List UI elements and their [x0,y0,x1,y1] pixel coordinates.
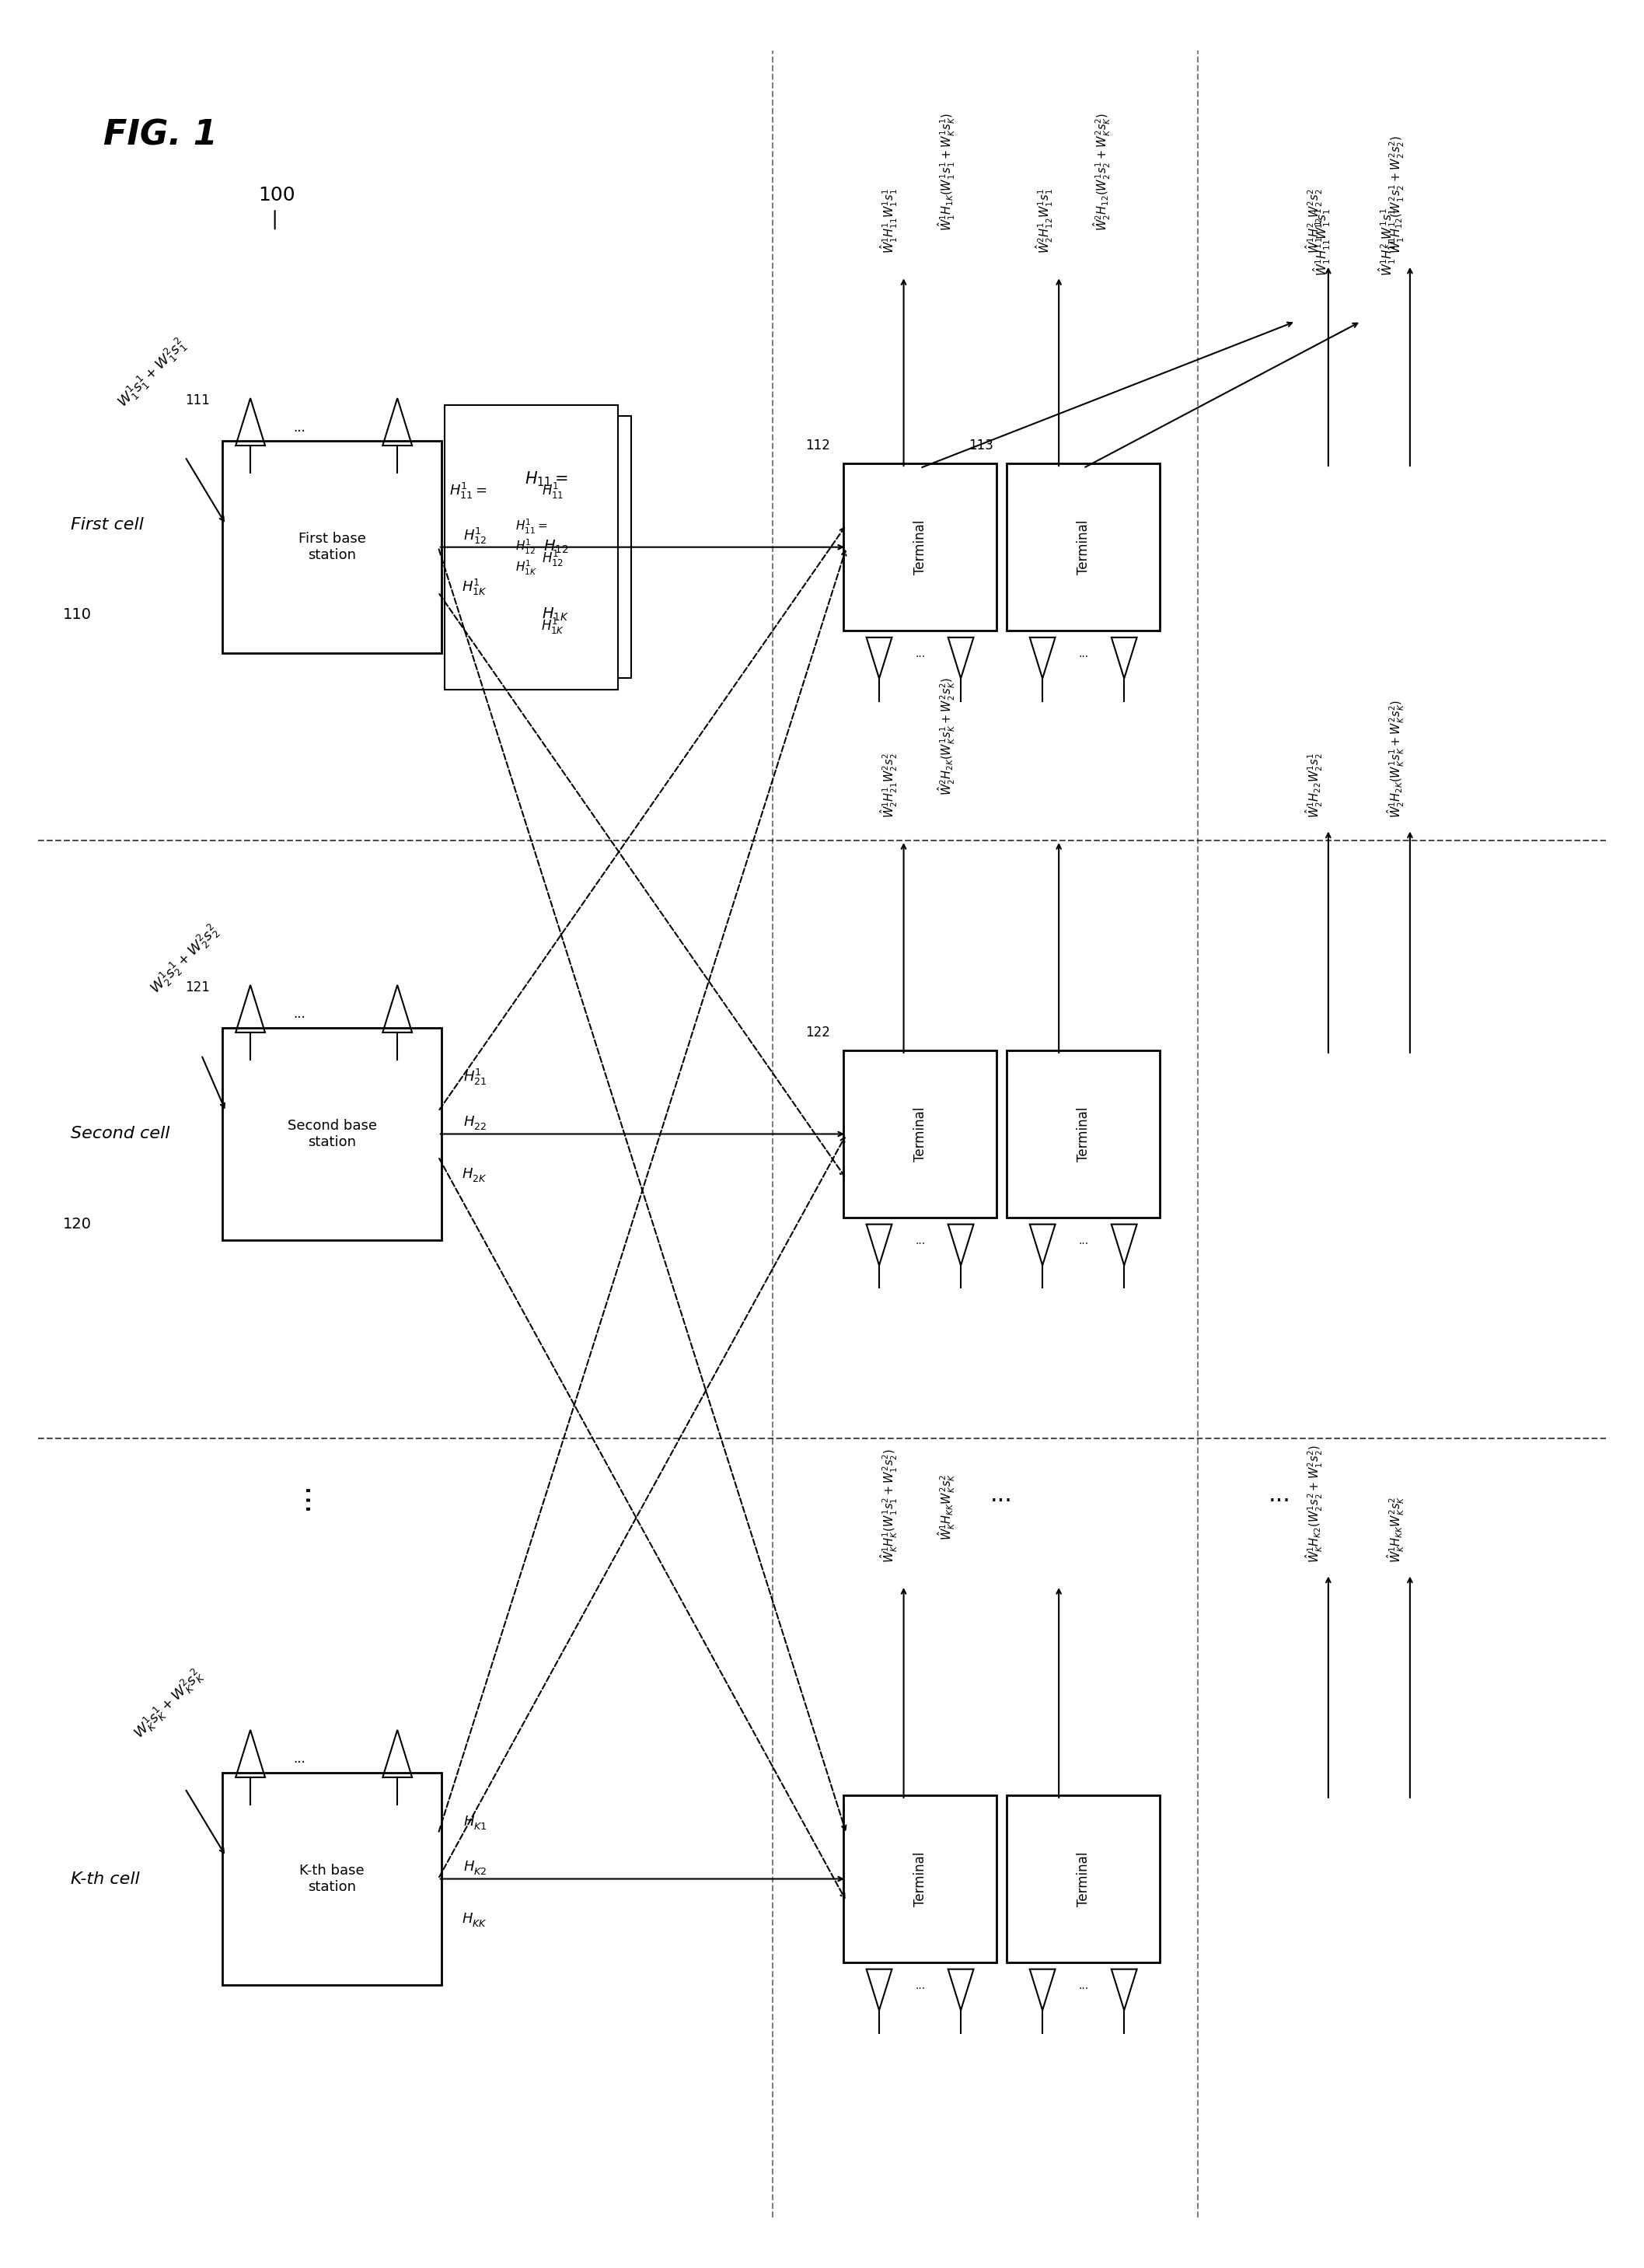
Text: Terminal: Terminal [1077,1107,1090,1161]
Text: ...: ... [916,1236,926,1247]
Text: Second base
station: Second base station [288,1118,376,1150]
FancyBboxPatch shape [1006,1050,1161,1218]
Text: $H_{22}^{}$: $H_{22}^{}$ [464,1114,487,1132]
Text: ...: ... [1078,649,1088,660]
Text: FIG. 1: FIG. 1 [104,118,217,152]
Text: ...: ... [293,1751,306,1767]
Text: $\hat{W}_K^1H_{KK}W_K^2s_K^2$: $\hat{W}_K^1H_{KK}W_K^2s_K^2$ [937,1474,957,1540]
Text: $H_{K2}^{}$: $H_{K2}^{}$ [464,1860,487,1876]
Text: 100: 100 [258,186,296,204]
Text: $\hat{W}_2^2H_{12}(W_2^1s_2^1+W_K^2s_K^2)$: $\hat{W}_2^2H_{12}(W_2^1s_2^1+W_K^2s_K^2… [1092,113,1111,231]
Text: 122: 122 [806,1025,830,1039]
FancyBboxPatch shape [1006,463,1161,631]
Text: 110: 110 [62,608,92,621]
FancyBboxPatch shape [843,463,996,631]
Text: 111: 111 [184,392,209,408]
Text: $H_{12}$: $H_{12}$ [544,540,569,556]
FancyBboxPatch shape [843,1796,996,1962]
Text: $H_{KK}^{}$: $H_{KK}^{}$ [462,1912,487,1928]
Text: $\hat{W}_K^1H_{KK}W_K^2s_K^2$: $\hat{W}_K^1H_{KK}W_K^2s_K^2$ [1386,1497,1406,1563]
Text: $\hat{W}_2^2H_{12}^1W_1^1s_1^1$: $\hat{W}_2^2H_{12}^1W_1^1s_1^1$ [1034,188,1055,254]
Text: $\hat{W}_1^1H_{11}^1W_1^1s_1^1$: $\hat{W}_1^1H_{11}^1W_1^1s_1^1$ [880,188,899,254]
Text: ...: ... [916,649,926,660]
Text: $H_{12}^{1}$: $H_{12}^{1}$ [464,526,487,547]
Text: ...: ... [1268,1483,1291,1506]
FancyBboxPatch shape [843,1050,996,1218]
Text: $\hat{W}_1^1H_{12}^2W_2^2s_2^2$: $\hat{W}_1^1H_{12}^2W_2^2s_2^2$ [1304,188,1325,254]
Text: Second cell: Second cell [71,1127,169,1141]
FancyBboxPatch shape [1006,1796,1161,1962]
Text: K-th base
station: K-th base station [299,1864,365,1894]
Text: Terminal: Terminal [912,1107,927,1161]
Text: Terminal: Terminal [912,1851,927,1905]
Text: Terminal: Terminal [1077,519,1090,574]
Text: $W_1^1 s_1^1 + W_1^2 s_1^2$: $W_1^1 s_1^1 + W_1^2 s_1^2$ [113,336,191,413]
Text: $H_{21}^{1}$: $H_{21}^{1}$ [464,1068,487,1086]
Text: $\hat{W}_1^1 H_{11}^2 W_1^1 s_1^1$: $\hat{W}_1^1 H_{11}^2 W_1^1 s_1^1$ [1378,209,1397,277]
Text: $H_{1K}$: $H_{1K}$ [541,606,569,624]
Text: $W_2^1 s_2^1 + W_2^2 s_2^2$: $W_2^1 s_2^1 + W_2^2 s_2^2$ [146,921,224,998]
Text: $H_{2K}^{}$: $H_{2K}^{}$ [462,1166,487,1184]
Text: ...: ... [1078,1980,1088,1991]
Text: Terminal: Terminal [1077,1851,1090,1905]
Text: $H_{K1}^{}$: $H_{K1}^{}$ [464,1814,487,1830]
Text: Terminal: Terminal [912,519,927,574]
Text: $H^1_{12}$: $H^1_{12}$ [541,549,564,569]
Text: ...: ... [1078,1236,1088,1247]
Text: $H_{11}^{1}=$: $H_{11}^{1}=$ [449,481,487,501]
Text: $H^1_{1K}$: $H^1_{1K}$ [541,617,564,635]
Text: $H_{11}=$: $H_{11}=$ [524,469,569,488]
Text: ...: ... [284,1481,314,1510]
FancyBboxPatch shape [222,1774,442,1984]
Text: $\hat{W}_K^1H_{K2}(W_2^1s_2^2+W_1^2s_2^2)$: $\hat{W}_K^1H_{K2}(W_2^1s_2^2+W_1^2s_2^2… [1304,1445,1325,1563]
Text: $\hat{W}_2^1H_{22}W_2^1s_2^1$: $\hat{W}_2^1H_{22}W_2^1s_2^1$ [1304,753,1325,819]
Text: First cell: First cell [71,517,143,533]
Text: K-th cell: K-th cell [71,1871,140,1887]
FancyBboxPatch shape [222,440,442,653]
Text: $\hat{W}_2^1H_{21}^1W_2^2s_2^2$: $\hat{W}_2^1H_{21}^1W_2^2s_2^2$ [880,753,899,819]
Text: $\hat{W}_2^1H_{2K}(W_K^1s_K^1+W_K^2s_K^2)$: $\hat{W}_2^1H_{2K}(W_K^1s_K^1+W_K^2s_K^2… [1386,701,1406,819]
FancyBboxPatch shape [222,1027,442,1241]
Text: First base
station: First base station [298,533,367,562]
Text: ...: ... [990,1483,1013,1506]
Text: 112: 112 [806,438,830,454]
FancyBboxPatch shape [473,417,631,678]
Text: 121: 121 [184,980,209,993]
Text: ...: ... [293,1007,306,1021]
Text: $H^1_{11}$: $H^1_{11}$ [541,481,564,501]
Text: $\hat{W}_1^1H_{12}(W_1^2s_2^1+W_2^2s_2^2)$: $\hat{W}_1^1H_{12}(W_1^2s_2^1+W_2^2s_2^2… [1386,136,1406,254]
Text: $H_{1K}^{1}$: $H_{1K}^{1}$ [462,578,487,596]
Text: $\hat{W}_2^2H_{2K}(W_K^1s_K^1+W_2^2s_K^2)$: $\hat{W}_2^2H_{2K}(W_K^1s_K^1+W_2^2s_K^2… [937,678,957,796]
Text: $H_{11}^1 =$
$H_{12}^1$
$H_{1K}^1$: $H_{11}^1 =$ $H_{12}^1$ $H_{1K}^1$ [515,517,547,576]
Text: 113: 113 [968,438,993,454]
Text: ...: ... [293,420,306,433]
Text: $\hat{W}_K^1H_K^1(W_1^1s_1^2+W_1^2s_2^2)$: $\hat{W}_K^1H_K^1(W_1^1s_1^2+W_1^2s_2^2)… [880,1449,899,1563]
Text: $W_K^1 s_K^1 + W_K^2 s_K^2$: $W_K^1 s_K^1 + W_K^2 s_K^2$ [130,1665,207,1744]
Text: $\hat{W}_1^1 H_{11}^1 W_1^1 s_1^1$: $\hat{W}_1^1 H_{11}^1 W_1^1 s_1^1$ [1312,209,1333,277]
Text: ...: ... [916,1980,926,1991]
Text: 120: 120 [62,1218,92,1232]
Text: $\hat{W}_1^1H_{1K}(W_1^1s_1^1+W_K^1s_K^1)$: $\hat{W}_1^1H_{1K}(W_1^1s_1^1+W_K^1s_K^1… [937,113,957,231]
FancyBboxPatch shape [446,406,618,689]
